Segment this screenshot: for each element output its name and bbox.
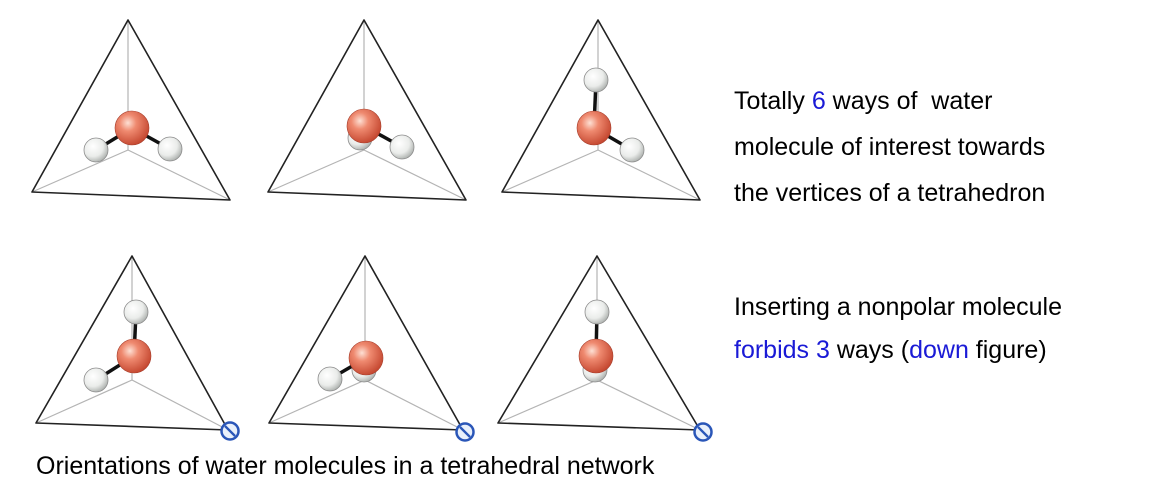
hydrogen-atom xyxy=(619,137,645,163)
text-line: the vertices of a tetrahedron xyxy=(734,179,1046,207)
highlight-down: down xyxy=(909,336,969,364)
hydrogen-atom xyxy=(317,366,343,392)
tetrahedron-figure-6 xyxy=(497,255,713,442)
nonpolar-molecule-marker xyxy=(220,421,240,441)
nonpolar-molecule-marker xyxy=(455,422,475,442)
water-molecule xyxy=(578,299,614,383)
tetrahedron-figure-5 xyxy=(268,255,475,442)
tetrahedron-figure-3 xyxy=(501,19,701,201)
hydrogen-atom xyxy=(389,134,415,160)
text-segment: ways of water xyxy=(825,87,993,115)
oxygen-atom xyxy=(348,340,384,376)
hydrogen-atom xyxy=(583,67,609,93)
oxygen-atom xyxy=(114,110,150,146)
highlight-forbids: forbids 3 xyxy=(734,336,830,364)
hydrogen-atom xyxy=(157,136,183,162)
text-line: molecule of interest towards xyxy=(734,133,1046,161)
hydrogen-atom xyxy=(83,137,109,163)
highlight-count: 6 xyxy=(811,87,826,115)
text-line: forbids 3 ways (down figure) xyxy=(734,329,1062,372)
tetrahedron-edges xyxy=(267,19,467,201)
oxygen-atom xyxy=(346,108,382,144)
text-segment: Totally xyxy=(734,87,812,115)
hydrogen-atom xyxy=(584,299,610,325)
oxygen-atom xyxy=(576,110,612,146)
figure-caption: Orientations of water molecules in a tet… xyxy=(36,452,655,480)
water-molecule xyxy=(576,67,645,163)
tetrahedron-figure-1 xyxy=(31,19,231,201)
water-molecule xyxy=(317,340,384,392)
hydrogen-atom xyxy=(83,367,109,393)
text-line: Inserting a nonpolar molecule xyxy=(734,293,1062,321)
text-segment: ways ( xyxy=(829,336,910,364)
tetrahedron-figure-2 xyxy=(267,19,467,201)
water-molecule xyxy=(83,110,183,163)
tetrahedron-edges xyxy=(31,19,231,201)
nonpolar-molecule-marker xyxy=(693,422,713,442)
oxygen-atom xyxy=(578,338,614,374)
text-line: Totally 6 ways of water xyxy=(734,78,1045,124)
oxygen-atom xyxy=(116,338,152,374)
water-molecule xyxy=(83,299,152,393)
text-segment: figure) xyxy=(968,336,1047,364)
water-molecule xyxy=(346,108,415,160)
tetrahedron-edges xyxy=(501,19,701,201)
nonpolar-text: Inserting a nonpolar molecule forbids 3 … xyxy=(734,286,1062,372)
tetrahedron-figure-4 xyxy=(35,255,240,441)
total-ways-text: Totally 6 ways of water molecule of inte… xyxy=(734,78,1045,216)
hydrogen-atom xyxy=(123,299,149,325)
